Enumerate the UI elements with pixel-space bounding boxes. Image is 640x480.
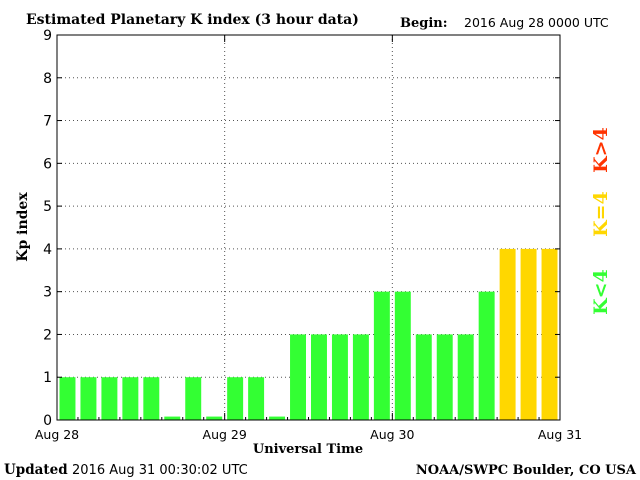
kp-bar <box>331 334 348 420</box>
y-tick-label: 2 <box>43 327 52 343</box>
kp-bar <box>499 248 516 420</box>
x-tick-label: Aug 28 <box>35 427 79 442</box>
kp-bar <box>541 248 558 420</box>
kp-bar <box>164 416 181 420</box>
x-axis-label: Universal Time <box>253 442 363 457</box>
updated-value: 2016 Aug 31 00:30:02 UTC <box>72 463 248 478</box>
kp-bar <box>269 416 286 420</box>
y-tick-label: 4 <box>43 242 52 258</box>
x-tick-label: Aug 29 <box>203 427 247 442</box>
y-tick-label: 8 <box>43 71 52 87</box>
y-tick-label: 3 <box>43 285 52 301</box>
y-tick-label: 1 <box>43 370 52 386</box>
kp-bar <box>520 248 537 420</box>
begin-label: Begin: <box>400 16 448 31</box>
kp-bar <box>457 334 474 420</box>
x-tick-labels: Aug 28 Aug 29 Aug 30 Aug 31 <box>35 427 582 442</box>
x-tick-label: Aug 31 <box>538 427 582 442</box>
y-tick-label: 7 <box>43 114 52 130</box>
kp-bar <box>352 334 369 420</box>
y-tick-label: 9 <box>43 28 52 44</box>
kp-bar <box>248 377 265 420</box>
y-tick-label: 5 <box>43 199 52 215</box>
begin-value: 2016 Aug 28 0000 UTC <box>464 15 609 30</box>
kp-bar <box>478 291 495 420</box>
kp-bar <box>227 377 244 420</box>
kp-bar <box>80 377 97 420</box>
legend-k-above-4: K>4 <box>590 127 612 173</box>
y-tick-label: 6 <box>43 156 52 172</box>
y-tick-labels: 0 1 2 3 4 5 6 7 8 9 <box>43 28 52 429</box>
legend-k-equal-4: K=4 <box>590 191 612 237</box>
grid-lines <box>57 35 560 420</box>
kp-bar <box>59 377 76 420</box>
source-credit: NOAA/SWPC Boulder, CO USA <box>416 463 637 478</box>
y-axis-label: Kp index <box>15 192 31 262</box>
kp-bar <box>185 377 202 420</box>
kp-bar <box>290 334 306 420</box>
legend-k-below-4: K<4 <box>590 269 612 315</box>
kp-bar <box>311 334 327 420</box>
x-tick-label: Aug 30 <box>370 427 414 442</box>
kp-bar <box>394 291 411 420</box>
chart-title: Estimated Planetary K index (3 hour data… <box>26 12 359 28</box>
axes <box>56 34 561 421</box>
kp-bar <box>373 291 390 420</box>
kp-bar <box>415 334 432 420</box>
bars-group <box>59 248 558 420</box>
updated-label: Updated <box>4 462 68 478</box>
kp-bar <box>122 377 139 420</box>
kp-bar <box>206 416 223 420</box>
y-tick-label: 0 <box>43 413 52 429</box>
kp-bar <box>436 334 453 420</box>
kp-bar <box>101 377 118 420</box>
kp-bar <box>143 377 160 420</box>
